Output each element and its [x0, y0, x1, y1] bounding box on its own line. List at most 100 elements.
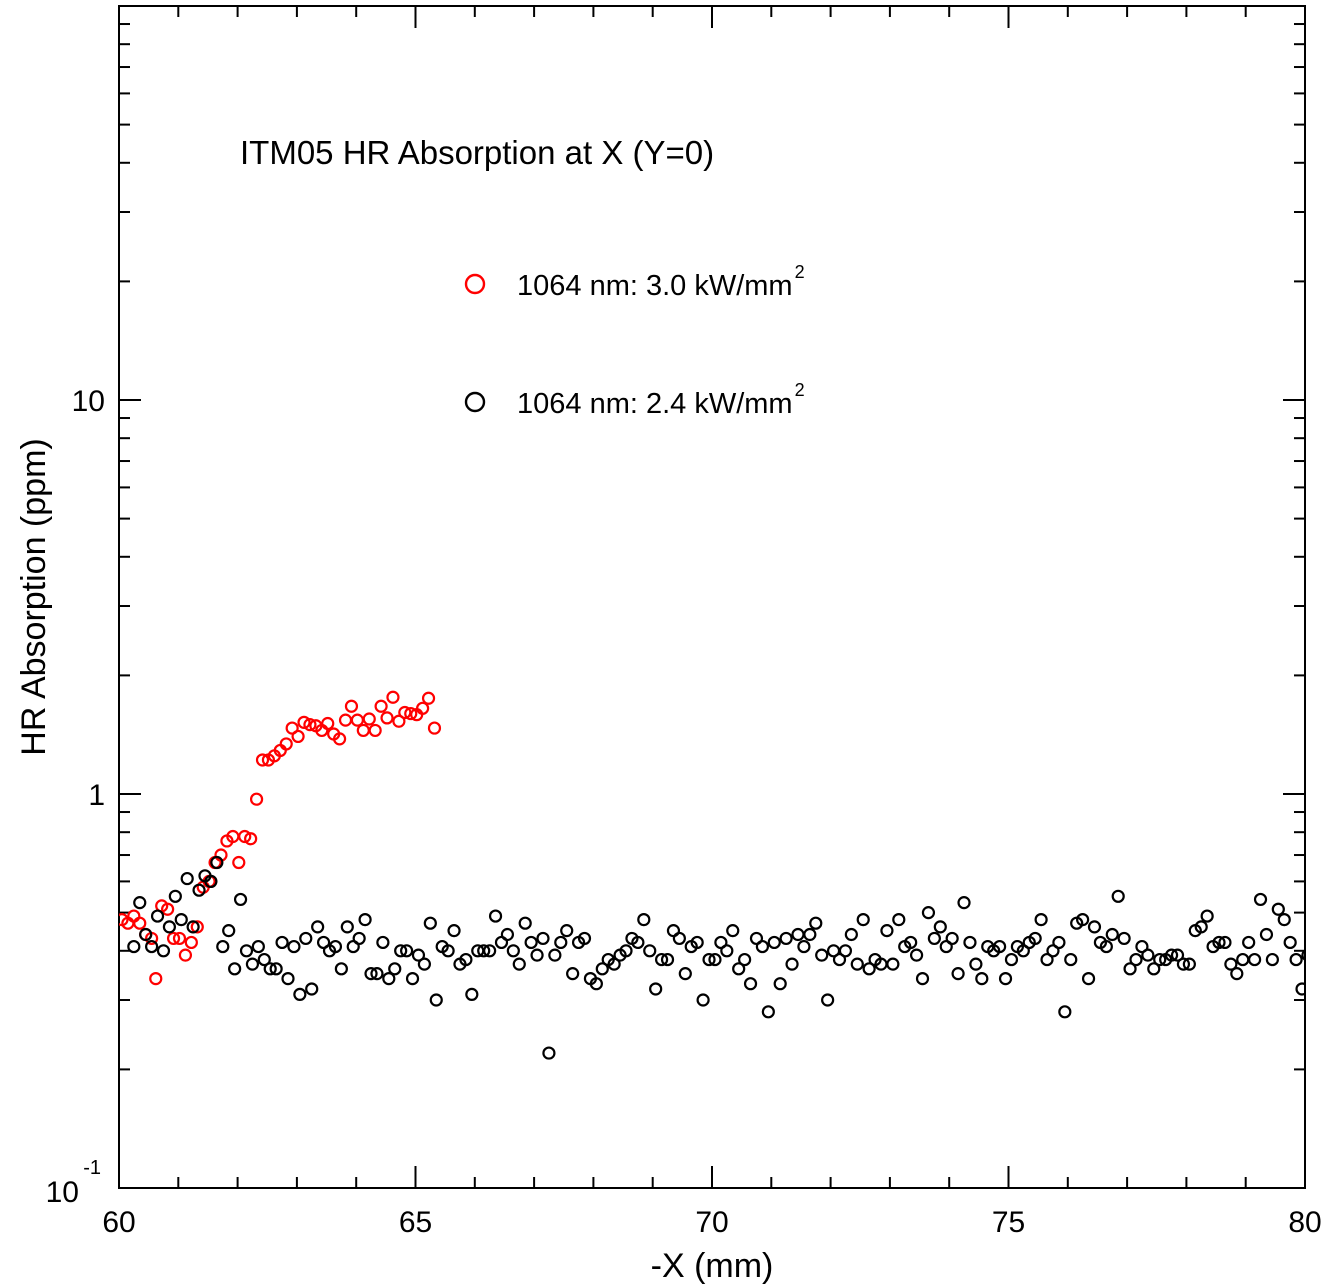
- series-1-point: [512, 957, 526, 971]
- series-1-point: [370, 967, 384, 981]
- series-1-point: [204, 874, 218, 889]
- series-1-point: [548, 948, 562, 962]
- series-0-point: [184, 935, 198, 950]
- series-1-point: [150, 909, 165, 923]
- series-1-point: [364, 967, 378, 981]
- series-1-point: [1141, 948, 1155, 962]
- series-1-point: [483, 944, 497, 958]
- series-0-point: [232, 855, 246, 870]
- series-1-point: [1218, 935, 1232, 950]
- series-1-point: [239, 944, 254, 958]
- series-1-point: [1242, 935, 1256, 950]
- series-0-point: [362, 712, 376, 726]
- series-1-point: [524, 935, 538, 950]
- series-1-point: [536, 931, 550, 946]
- series-1-point: [429, 993, 443, 1007]
- series-1-point: [1087, 920, 1102, 934]
- series-1-point: [1308, 945, 1319, 956]
- series-1-point: [708, 952, 722, 967]
- series-1-point: [465, 987, 479, 1002]
- series-1-point: [785, 957, 799, 971]
- series-0-point: [380, 711, 394, 725]
- series-1-point: [1176, 957, 1191, 971]
- series-1-point: [394, 944, 408, 958]
- series-1-point: [222, 924, 236, 938]
- series-1-point: [1153, 952, 1167, 967]
- series-1-point: [133, 896, 147, 910]
- series-1-point: [1271, 902, 1285, 916]
- legend-label-superscript-1: 2: [795, 380, 805, 400]
- series-1-point: [530, 948, 544, 962]
- series-1-point: [554, 935, 568, 950]
- series-0-point: [291, 729, 305, 744]
- series-1-point: [1028, 931, 1042, 946]
- series-1-point: [577, 931, 592, 946]
- series-1-point: [1099, 939, 1113, 954]
- series-1-point: [180, 871, 194, 886]
- series-1-point: [791, 927, 805, 942]
- series-1-point: [233, 892, 248, 907]
- series-0-point: [321, 716, 335, 731]
- series-0-point: [368, 723, 382, 738]
- series-1-point: [500, 927, 515, 942]
- series-0-point: [392, 714, 406, 728]
- series-0-point: [421, 691, 436, 705]
- series-0-point: [374, 699, 388, 713]
- series-1-point: [174, 912, 188, 927]
- series-1-point: [660, 952, 675, 967]
- series-1-point: [1265, 952, 1279, 967]
- series-1-point: [767, 935, 781, 950]
- series-1-point: [844, 927, 858, 942]
- series-1-point: [566, 967, 580, 981]
- x-tick-label: 65: [399, 1206, 432, 1239]
- series-1-point: [388, 962, 402, 976]
- series-0-point: [404, 706, 418, 721]
- series-1-point: [216, 939, 230, 954]
- series-1-point: [1259, 927, 1274, 942]
- series-1-point: [127, 939, 141, 954]
- x-tick-label: 70: [695, 1206, 728, 1239]
- series-0-point: [149, 971, 163, 986]
- series-1-point: [299, 931, 313, 946]
- series-1-point: [738, 952, 752, 967]
- series-0-point: [332, 732, 347, 746]
- series-1-point: [287, 939, 301, 954]
- series-1-point: [797, 939, 811, 954]
- x-tick-label: 75: [992, 1206, 1025, 1239]
- series-1-point: [993, 939, 1007, 954]
- series-1-point: [1081, 971, 1096, 986]
- series-0-point: [338, 713, 353, 727]
- series-1-point: [1129, 952, 1143, 967]
- series-1-point: [245, 957, 260, 971]
- series-1-point: [643, 944, 657, 958]
- axis-ticks: [118, 6, 1306, 1189]
- legend-marker-1: [464, 391, 486, 413]
- series-1-point: [210, 855, 224, 870]
- series-1-point: [334, 962, 348, 976]
- series-1-point: [328, 939, 343, 954]
- series-1-point: [168, 889, 182, 903]
- series-0-point: [398, 705, 412, 720]
- series-1-point: [690, 935, 704, 950]
- series-1-point: [382, 971, 396, 986]
- series-1-point: [228, 962, 242, 976]
- series-1-point: [880, 924, 894, 938]
- series-1-point: [886, 957, 900, 971]
- series-1-point: [1277, 912, 1291, 927]
- series-0-point: [386, 690, 400, 704]
- series-1-point: [352, 931, 366, 946]
- series-1-point: [293, 987, 307, 1002]
- series-1-point: [951, 967, 965, 981]
- series-1-point: [732, 962, 746, 976]
- series-1-point: [957, 896, 971, 910]
- series-1-point: [263, 962, 277, 976]
- series-1-point: [1105, 927, 1119, 942]
- series-1-point: [904, 935, 918, 950]
- series-1-point: [305, 982, 319, 996]
- series-0-point: [244, 832, 258, 846]
- series-1-point: [838, 944, 853, 958]
- series-1-point: [631, 935, 645, 950]
- series-1-point: [637, 912, 651, 927]
- series-1-point: [281, 971, 295, 986]
